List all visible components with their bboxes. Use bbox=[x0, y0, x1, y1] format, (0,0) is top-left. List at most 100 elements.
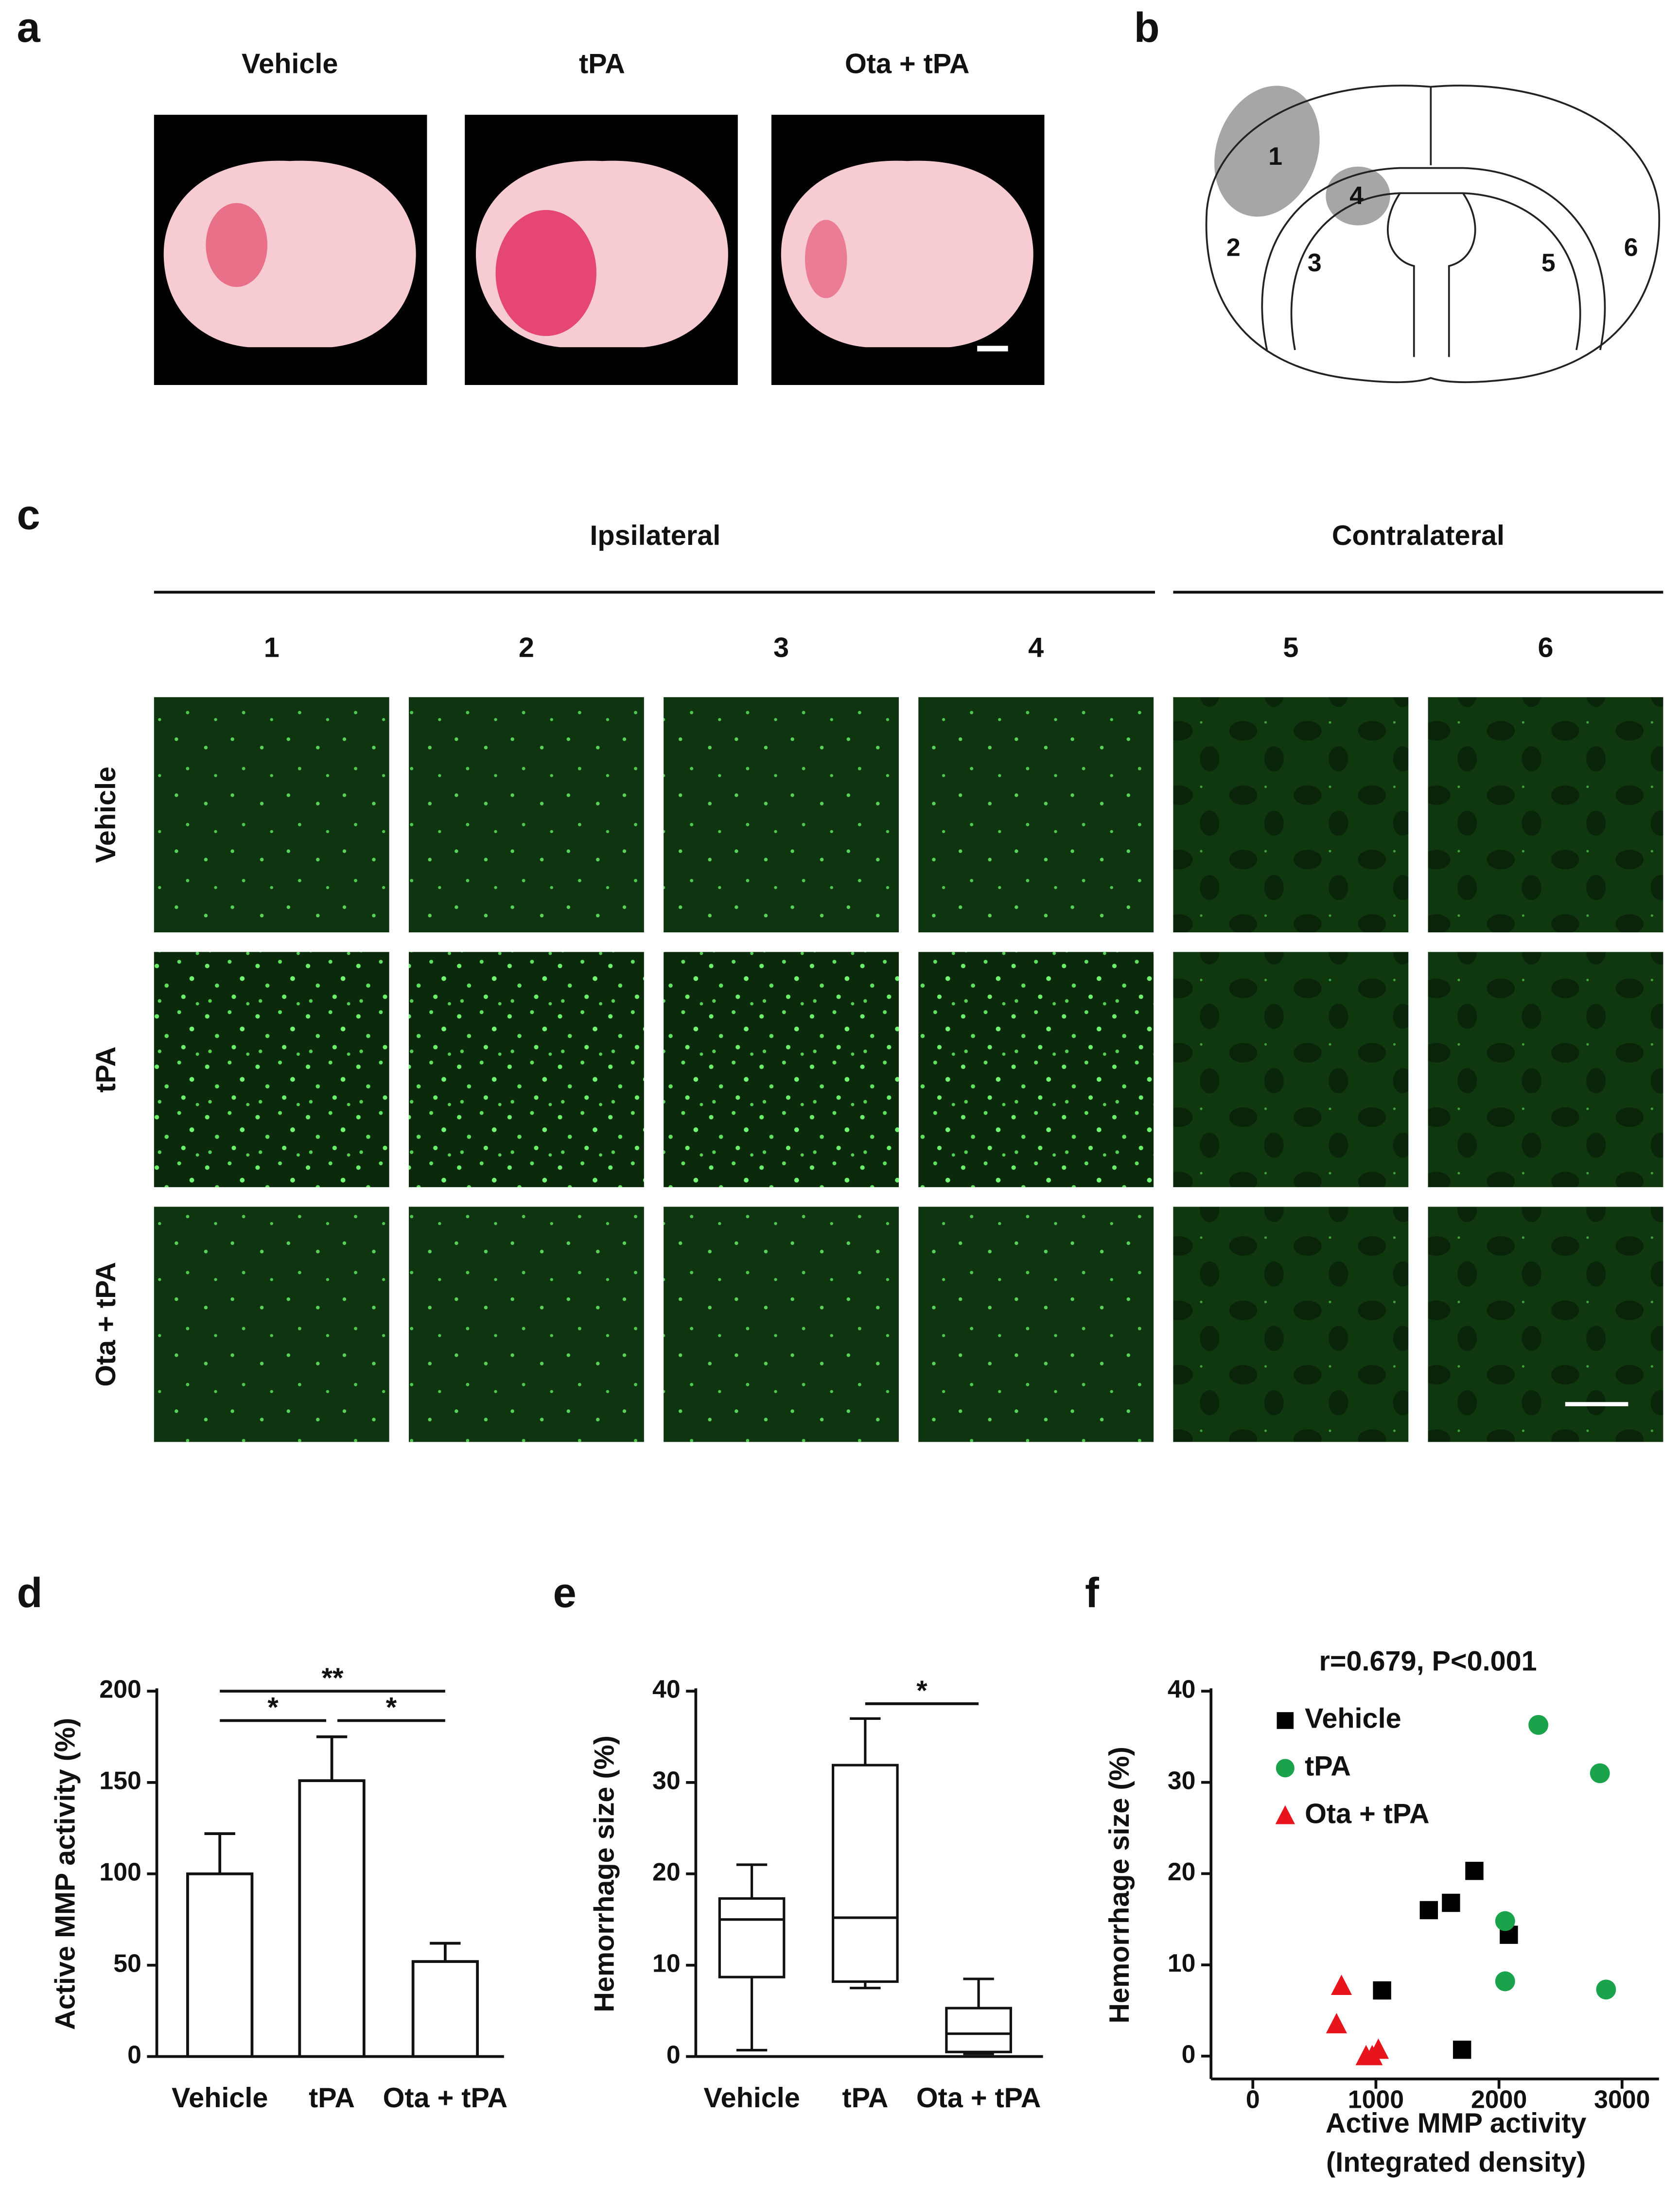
point bbox=[1330, 1975, 1352, 1995]
micrograph bbox=[1173, 952, 1409, 1188]
label: Vehicle bbox=[703, 2082, 800, 2114]
label: 1 bbox=[264, 632, 280, 664]
label: Ota + tPA bbox=[845, 49, 969, 80]
box bbox=[718, 1897, 786, 1978]
micrograph bbox=[154, 1207, 389, 1442]
label: Hemorrhage size (%) bbox=[589, 1735, 620, 2012]
bar bbox=[411, 1960, 479, 2058]
label: c bbox=[17, 491, 40, 538]
label: 0 bbox=[127, 2040, 141, 2068]
label: Ipsilateral bbox=[590, 520, 720, 551]
label: 30 bbox=[1168, 1766, 1196, 1794]
label: 40 bbox=[652, 1675, 681, 1703]
point bbox=[1442, 1893, 1460, 1912]
label: 150 bbox=[99, 1767, 141, 1795]
label: Contralateral bbox=[1332, 520, 1505, 551]
micrograph bbox=[918, 952, 1154, 1188]
label: 4 bbox=[1028, 632, 1044, 664]
micrograph bbox=[1173, 1207, 1409, 1442]
label: 6 bbox=[1624, 233, 1638, 261]
label: Vehicle bbox=[172, 2082, 268, 2114]
label: d bbox=[17, 1570, 43, 1616]
micrograph bbox=[1173, 697, 1409, 933]
label: 0 bbox=[1182, 2040, 1196, 2068]
label: 10 bbox=[652, 1949, 681, 1977]
label: 5 bbox=[1283, 632, 1298, 664]
label: tPA bbox=[842, 2082, 888, 2114]
legend-marker bbox=[1276, 1759, 1295, 1778]
brain-diagram bbox=[1205, 85, 1661, 384]
point bbox=[1495, 1911, 1515, 1931]
label: 2 bbox=[519, 632, 534, 664]
label: Active MMP activity bbox=[1326, 2108, 1587, 2139]
point bbox=[1373, 1981, 1391, 2000]
label: 200 bbox=[99, 1675, 141, 1703]
point bbox=[1419, 1901, 1438, 1920]
label: 20 bbox=[652, 1857, 681, 1886]
label: 4 bbox=[1349, 181, 1364, 210]
label: b bbox=[1134, 4, 1160, 51]
label: Vehicle bbox=[90, 767, 122, 863]
point bbox=[1590, 1763, 1610, 1784]
micrograph bbox=[408, 952, 644, 1188]
label: ** bbox=[322, 1662, 344, 1694]
label: tPA bbox=[90, 1047, 122, 1093]
micrograph bbox=[664, 952, 899, 1188]
micrograph bbox=[918, 697, 1154, 933]
micrograph bbox=[154, 697, 389, 933]
label: e bbox=[553, 1570, 577, 1616]
label: 1 bbox=[1268, 142, 1282, 170]
label: 20 bbox=[1168, 1857, 1196, 1886]
label: 40 bbox=[1168, 1675, 1196, 1703]
micrograph-grid bbox=[154, 697, 1663, 1442]
point bbox=[1452, 2040, 1471, 2059]
label: 100 bbox=[99, 1857, 141, 1886]
label: tPA bbox=[309, 2082, 355, 2114]
point bbox=[1528, 1714, 1549, 1735]
point bbox=[1596, 1979, 1616, 2000]
bar bbox=[186, 1872, 254, 2058]
micrograph bbox=[1428, 697, 1663, 933]
micrograph bbox=[664, 697, 899, 933]
point bbox=[1326, 2013, 1348, 2033]
label: 3 bbox=[773, 632, 789, 664]
label: tPA bbox=[579, 49, 625, 80]
label: 2 bbox=[1226, 233, 1241, 261]
micrograph bbox=[154, 952, 389, 1188]
micrograph bbox=[664, 1207, 899, 1442]
micrograph bbox=[918, 1207, 1154, 1442]
label: a bbox=[17, 4, 41, 51]
label: 0 bbox=[1246, 2085, 1260, 2113]
point bbox=[1495, 1971, 1515, 1992]
label: 10 bbox=[1168, 1949, 1196, 1977]
label: Ota + tPA bbox=[383, 2082, 508, 2114]
box bbox=[832, 1764, 899, 1983]
bar bbox=[298, 1779, 366, 2058]
micrograph bbox=[1428, 952, 1663, 1188]
label: Hemorrhage size (%) bbox=[1104, 1747, 1135, 2024]
brain-photos bbox=[154, 115, 1045, 385]
label: * bbox=[267, 1692, 279, 1723]
point bbox=[1465, 1862, 1484, 1880]
label: 6 bbox=[1538, 632, 1553, 664]
label: Vehicle bbox=[242, 49, 338, 80]
label: * bbox=[386, 1692, 397, 1723]
label: 5 bbox=[1541, 248, 1556, 277]
legend-marker bbox=[1275, 1805, 1295, 1824]
label: 1000 bbox=[1348, 2085, 1404, 2113]
point bbox=[1367, 2038, 1389, 2059]
label: 3 bbox=[1308, 248, 1322, 277]
label: Ota + tPA bbox=[916, 2082, 1041, 2114]
label: (Integrated density) bbox=[1326, 2147, 1586, 2178]
label: Ota + tPA bbox=[90, 1262, 122, 1386]
micrograph bbox=[408, 697, 644, 933]
label: * bbox=[916, 1675, 928, 1706]
box bbox=[945, 2007, 1012, 2053]
label: Active MMP activity (%) bbox=[50, 1718, 81, 2030]
label: Vehicle bbox=[1305, 1703, 1401, 1734]
label: r=0.679, P<0.001 bbox=[1319, 1646, 1537, 1677]
label: 2000 bbox=[1471, 2085, 1527, 2113]
micrograph bbox=[408, 1207, 644, 1442]
label: 50 bbox=[113, 1949, 141, 1977]
